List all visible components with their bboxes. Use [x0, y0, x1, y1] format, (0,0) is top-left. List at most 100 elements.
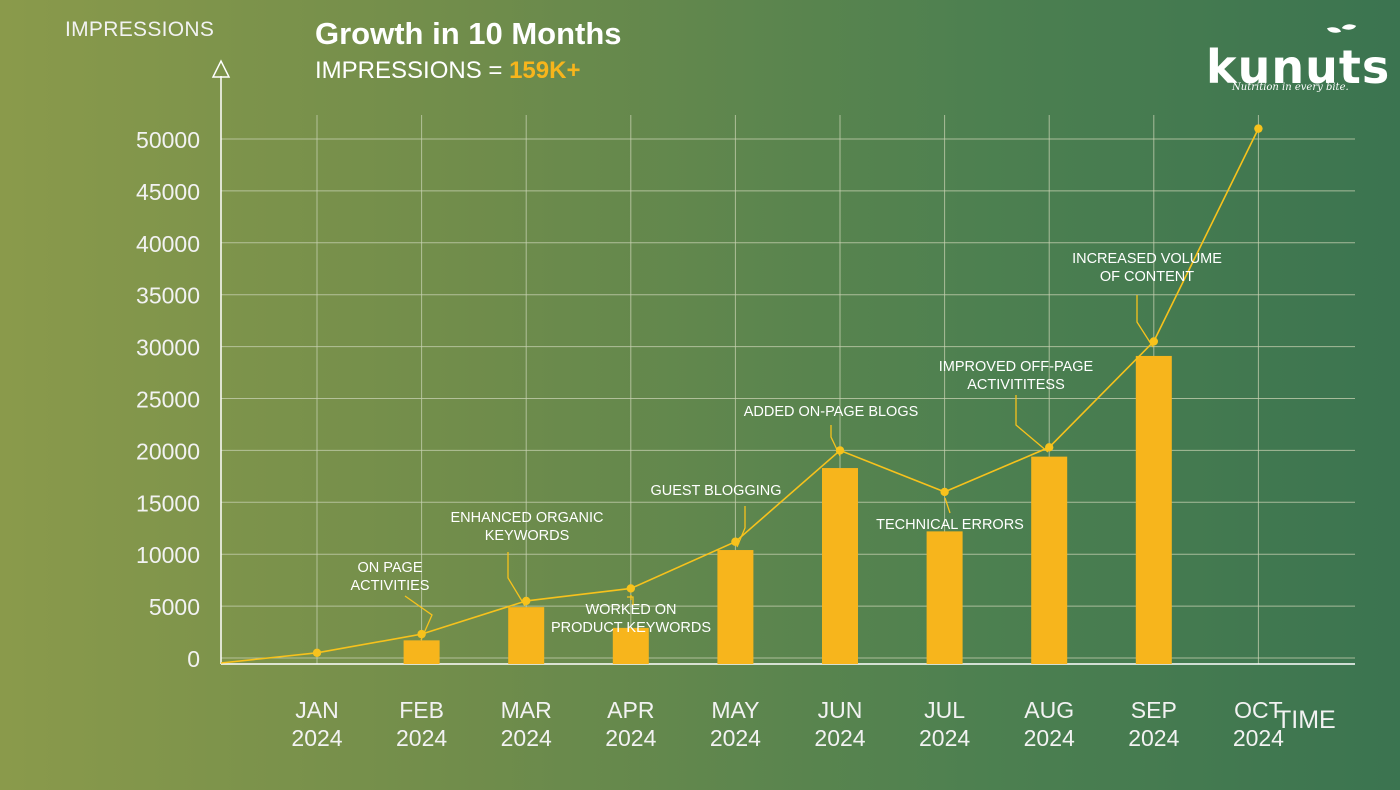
bar	[403, 640, 440, 664]
y-tick-label: 40000	[136, 231, 200, 257]
annotation-line: ACTIVITITESS	[967, 377, 1065, 393]
x-tick-label: JUN 2024	[814, 697, 865, 751]
x-tick-line: MAR	[501, 697, 552, 723]
x-tick-line: 2024	[1024, 725, 1075, 751]
y-tick-label: 50000	[136, 127, 200, 153]
x-tick-line: 2024	[396, 725, 447, 751]
annotation-label: ON PAGE ACTIVITIES	[351, 560, 430, 594]
annotation-leader	[944, 497, 951, 514]
annotation-label: INCREASED VOLUME OF CONTENT	[1072, 251, 1222, 285]
x-tick-line: OCT	[1234, 697, 1283, 723]
x-tick-line: 2024	[1233, 725, 1284, 751]
annotation-line: IMPROVED OFF-PAGE	[939, 359, 1094, 375]
x-tick-line: MAY	[711, 697, 759, 723]
x-tick-line: FEB	[399, 697, 444, 723]
annotation-label: TECHNICAL ERRORS	[876, 517, 1024, 533]
bar	[1031, 456, 1068, 664]
annotation-leader	[404, 595, 433, 641]
bar	[822, 468, 858, 664]
y-tick-label: 25000	[136, 387, 200, 413]
line-point	[1254, 124, 1263, 133]
x-tick-line: 2024	[919, 725, 970, 751]
x-tick-label: MAY 2024	[710, 697, 761, 751]
x-tick-line: 2024	[710, 725, 761, 751]
subtitle-value: 159K+	[509, 57, 581, 84]
annotation-leader	[1015, 395, 1049, 453]
line-point	[522, 596, 531, 606]
line-point	[940, 487, 949, 497]
x-tick-line: 2024	[501, 725, 552, 751]
annotation-leader	[736, 506, 746, 548]
x-tick-line: APR	[607, 697, 654, 723]
logo-wordmark: kunuts	[1206, 40, 1391, 94]
x-tick-line: JAN	[295, 697, 338, 723]
y-tick-label: 5000	[149, 594, 200, 620]
annotation-label: GUEST BLOGGING	[650, 483, 781, 499]
x-tick-line: AUG	[1024, 697, 1074, 723]
x-tick-label: SEP 2024	[1128, 697, 1179, 751]
leaf-icon	[1326, 24, 1342, 36]
bar	[508, 607, 545, 664]
x-tick-label: JUL 2024	[919, 697, 970, 751]
line-point	[626, 584, 635, 593]
x-tick-line: JUN	[818, 697, 863, 723]
y-tick-label: 45000	[136, 179, 200, 205]
annotation-line: ADDED ON-PAGE BLOGS	[744, 404, 919, 420]
annotation-line: GUEST BLOGGING	[650, 483, 781, 499]
annotation-label: WORKED ON PRODUCT KEYWORDS	[551, 602, 711, 636]
x-tick-line: 2024	[605, 725, 656, 751]
annotation-line: ACTIVITIES	[351, 578, 430, 594]
annotation-line: INCREASED VOLUME	[1072, 251, 1222, 267]
x-tick-label: JAN 2024	[291, 697, 342, 751]
bar	[612, 627, 649, 664]
subtitle-prefix: IMPRESSIONS =	[315, 57, 510, 84]
bar	[717, 550, 754, 664]
y-axis-arrow-icon	[211, 59, 231, 78]
annotation-line: ON PAGE	[358, 560, 423, 576]
annotation-line: KEYWORDS	[485, 528, 570, 544]
y-axis-label: IMPRESSIONS	[65, 18, 215, 41]
annotation-label: ENHANCED ORGANIC KEYWORDS	[450, 510, 603, 544]
annotation-label: IMPROVED OFF-PAGE ACTIVITITESS	[939, 359, 1094, 393]
x-tick-line: 2024	[814, 725, 865, 751]
annotation-label: ADDED ON-PAGE BLOGS	[744, 404, 919, 420]
line-point	[417, 629, 426, 639]
brand-logo: kunuts Nutrition in every bite.	[1200, 18, 1389, 103]
chart-subtitle: IMPRESSIONS = 159K+	[315, 57, 580, 85]
line-point	[1149, 337, 1159, 346]
logo-tagline: Nutrition in every bite.	[1232, 82, 1349, 93]
line-point	[731, 537, 740, 546]
annotation-line: OF CONTENT	[1100, 269, 1194, 285]
y-tick-label: 35000	[136, 283, 200, 309]
annotation-leader	[1136, 295, 1154, 348]
y-tick-label: 30000	[136, 335, 200, 361]
line-point	[1045, 443, 1054, 452]
leaf-icon	[1341, 20, 1357, 34]
y-tick-label: 10000	[136, 542, 200, 568]
x-tick-line: JUL	[924, 697, 965, 723]
annotation-leader	[627, 596, 634, 605]
annotation-line: PRODUCT KEYWORDS	[551, 620, 711, 636]
x-tick-label: MAR 2024	[501, 697, 552, 751]
bar	[1135, 355, 1172, 664]
chart-title: Growth in 10 Months	[315, 16, 622, 51]
line-point	[312, 648, 322, 658]
annotation-leader	[507, 552, 526, 607]
x-tick-line: 2024	[1128, 725, 1179, 751]
x-axis-label: TIME	[1276, 706, 1336, 734]
x-tick-label: APR 2024	[605, 697, 656, 751]
x-tick-line: 2024	[291, 725, 342, 751]
annotation-line: WORKED ON	[585, 602, 676, 618]
x-tick-label: OCT 2024	[1233, 697, 1284, 751]
annotation-line: ENHANCED ORGANIC	[450, 510, 603, 526]
x-tick-label: FEB 2024	[396, 697, 447, 751]
y-tick-label: 20000	[136, 438, 200, 464]
x-tick-line: SEP	[1131, 697, 1177, 723]
bar	[926, 531, 963, 664]
y-tick-label: 15000	[136, 490, 200, 516]
y-tick-label: 0	[187, 646, 200, 672]
x-tick-label: AUG 2024	[1024, 697, 1075, 751]
annotation-line: TECHNICAL ERRORS	[876, 517, 1024, 533]
annotation-leader	[830, 425, 841, 457]
